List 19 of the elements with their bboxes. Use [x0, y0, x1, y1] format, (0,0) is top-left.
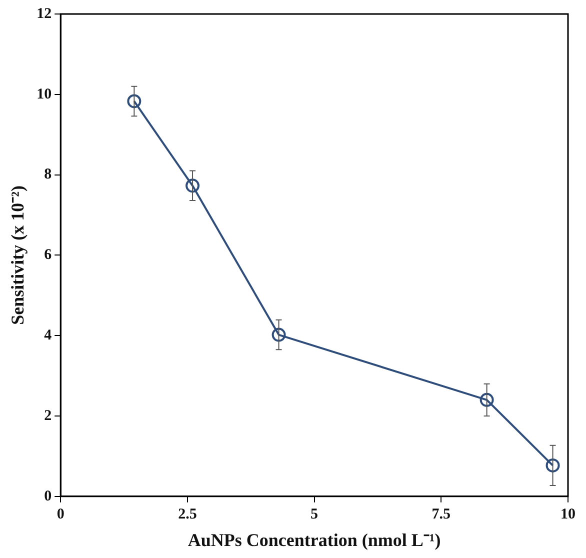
point	[186, 178, 200, 193]
point	[127, 94, 142, 108]
y-tick-label: 4	[44, 327, 52, 344]
x-tick-label: 0	[56, 506, 64, 522]
x-tick-label: 5	[310, 506, 318, 522]
x-tick-label: 10	[560, 506, 576, 522]
y-tick-label: 6	[44, 247, 52, 264]
y-tick-label: 8	[44, 166, 52, 183]
x-axis-title: AuNPs Concentration (nmol L⁻¹)	[188, 530, 441, 550]
y-tick-label: 12	[36, 6, 52, 22]
y-tick-label: 0	[44, 488, 52, 504]
x-tick-label: 7.5	[432, 506, 451, 522]
y-tick-label: 2	[44, 408, 52, 424]
point	[546, 458, 560, 472]
y-tick-label: 10	[36, 86, 52, 102]
x-tick-label: 2.5	[178, 506, 197, 522]
point	[480, 392, 494, 407]
point	[272, 328, 286, 342]
y-axis-title: Sensitivity (x 10⁻²)	[7, 185, 28, 325]
